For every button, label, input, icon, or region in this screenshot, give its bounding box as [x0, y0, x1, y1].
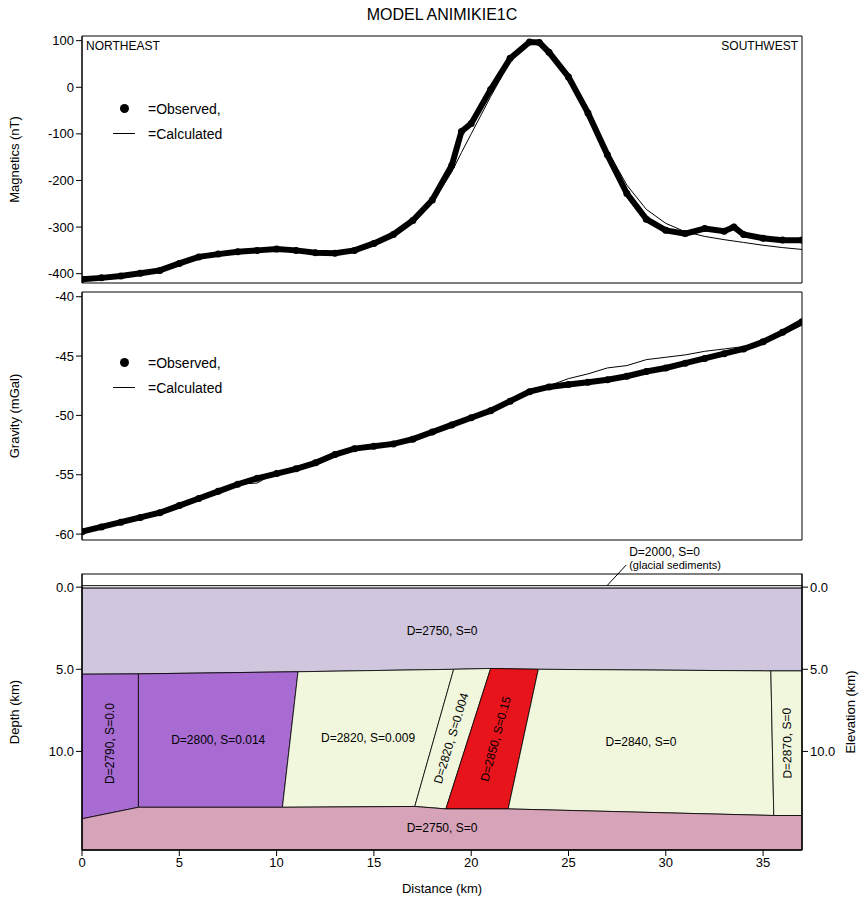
svg-text:0: 0 — [67, 80, 74, 95]
svg-text:35: 35 — [756, 855, 770, 870]
svg-text:-45: -45 — [55, 349, 74, 364]
svg-text:10: 10 — [269, 855, 283, 870]
html-text:=Observed,: =Observed, — [148, 354, 221, 371]
svg-text:0.0: 0.0 — [810, 580, 828, 595]
html-text:=Observed,: =Observed, — [148, 100, 221, 117]
svg-text:-60: -60 — [55, 527, 74, 542]
svg-text:Magnetics (nT): Magnetics (nT) — [7, 116, 22, 203]
svg-text:-50: -50 — [55, 408, 74, 423]
svg-text:-400: -400 — [48, 266, 74, 281]
svg-text:Gravity (mGal): Gravity (mGal) — [7, 374, 22, 459]
html-text:MODEL ANIMIKIE1C: MODEL ANIMIKIE1C — [366, 6, 518, 23]
svg-text:5: 5 — [176, 855, 183, 870]
svg-text:0.0: 0.0 — [56, 580, 74, 595]
svg-text:0: 0 — [78, 855, 85, 870]
svg-text:D=2800, S=0.014: D=2800, S=0.014 — [171, 733, 265, 747]
html-text:=Calculated: =Calculated — [148, 125, 223, 142]
svg-text:D=2870, S=0: D=2870, S=0 — [780, 707, 795, 778]
svg-text:15: 15 — [367, 855, 381, 870]
svg-text:D=2850, S=0.15: D=2850, S=0.15 — [478, 695, 514, 783]
svg-text:D=2750, S=0: D=2750, S=0 — [407, 821, 478, 835]
html-text:=Calculated: =Calculated — [148, 379, 223, 396]
svg-text:D=2840, S=0: D=2840, S=0 — [606, 735, 677, 749]
svg-text:Elevation (km): Elevation (km) — [843, 670, 858, 753]
svg-text:Distance (km): Distance (km) — [402, 881, 482, 896]
svg-text:D=2000, S=0: D=2000, S=0 — [629, 545, 700, 559]
svg-text:5.0: 5.0 — [810, 662, 828, 677]
svg-text:-200: -200 — [48, 173, 74, 188]
svg-text:-40: -40 — [55, 290, 74, 304]
svg-text:D=2790, S=0.0: D=2790, S=0.0 — [103, 703, 117, 784]
svg-text:-55: -55 — [55, 467, 74, 482]
svg-text:10.0: 10.0 — [49, 744, 74, 759]
svg-text:25: 25 — [561, 855, 575, 870]
html-text:SOUTHWEST: SOUTHWEST — [721, 39, 798, 53]
svg-text:100: 100 — [52, 33, 74, 48]
svg-text:Depth (km): Depth (km) — [7, 680, 22, 744]
svg-text:-300: -300 — [48, 220, 74, 235]
svg-text:10.0: 10.0 — [810, 744, 835, 759]
svg-text:5.0: 5.0 — [56, 662, 74, 677]
svg-text:D=2820, S=0.004: D=2820, S=0.004 — [431, 691, 472, 785]
svg-text:-100: -100 — [48, 126, 74, 141]
svg-text:D=2820, S=0.009: D=2820, S=0.009 — [321, 731, 415, 745]
svg-text:30: 30 — [659, 855, 673, 870]
svg-text:(glacial sediments): (glacial sediments) — [629, 559, 721, 571]
html-text:NORTHEAST: NORTHEAST — [86, 39, 160, 53]
svg-text:20: 20 — [464, 855, 478, 870]
svg-text:D=2750, S=0: D=2750, S=0 — [407, 624, 478, 638]
